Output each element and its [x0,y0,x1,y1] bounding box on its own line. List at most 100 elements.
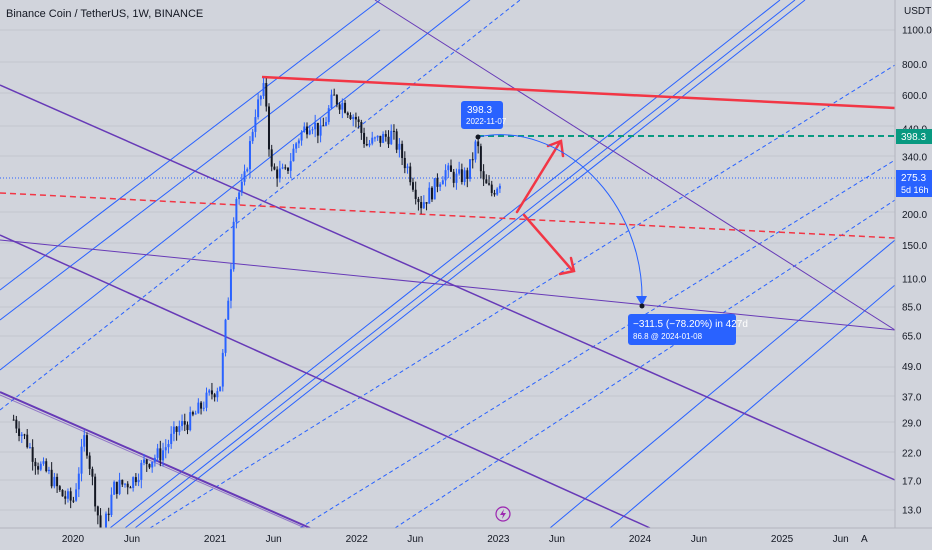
candle-body [20,434,23,437]
blue-line-6 [134,0,806,529]
candle-body [281,167,284,169]
candle-body [270,149,273,167]
purple-line-6 [0,234,651,529]
candle-body [137,479,140,483]
candle-body [202,407,205,409]
candle-body [428,187,431,204]
candle-body [447,165,450,171]
red-path-arrows [515,139,576,276]
candle-body [213,394,216,398]
candle-body [26,434,29,448]
candle-body [363,132,366,145]
candle-body [28,447,31,449]
projection-target: 86.8 @ 2024-01-08 [633,332,703,341]
candle-body [335,95,338,105]
marker-label[interactable]: 398.3 2022-11-07 [461,101,507,129]
candle-body [455,173,458,183]
blue-dash-3 [299,159,896,529]
candle-body [292,148,295,162]
y-tick-label: 29.0 [902,419,922,430]
candle-body [31,447,34,462]
candle-body [365,144,368,146]
candle-body [232,221,235,270]
resistance-line[interactable] [261,75,896,110]
candle-body [243,171,246,182]
candle-body [488,183,491,185]
candle-body [409,166,412,183]
candle-body [354,116,357,120]
candle-body [132,477,135,489]
y-tick-label: 85.0 [902,302,922,313]
candle-body [257,99,260,118]
candle-body [118,479,121,494]
candle-body [325,122,328,126]
candle-body [80,446,83,474]
up-arrow-head [546,139,565,158]
candle-body [498,185,501,189]
candle-body [284,167,287,169]
candle-body [316,122,319,136]
candle-body [490,184,493,193]
candle-body [61,489,64,497]
projection-label[interactable]: −311.5 (−78.20%) in 427d 86.8 @ 2024-01-… [628,314,748,345]
blue-dash-2 [149,64,896,529]
candle-body [306,126,309,135]
candle-body [477,141,480,147]
candle-body [403,157,406,169]
marker-dot [475,134,481,140]
candle-body [175,426,178,432]
x-tick-label: Jun [124,534,140,545]
candle-body [246,169,249,172]
candle-body [471,159,474,161]
candle-body [240,181,243,193]
projection-text: −311.5 (−78.20%) in 427d [633,319,748,330]
blue-line-3 [0,0,471,371]
marker-price: 398.3 [467,105,492,116]
candle-body [496,188,499,195]
candle-body [311,129,314,131]
x-tick-labels: 2020 Jun 2021 Jun 2022 Jun 2023 Jun 2024 Jun 2025 J… [62,534,868,545]
candle-body [248,141,251,170]
candle-body [110,494,113,516]
candle-body [229,269,232,301]
y-tick-label: 800.0 [902,60,927,71]
candle-body [273,166,276,170]
candle-body [276,169,279,179]
candles [12,77,501,540]
y-tick-label: 37.0 [902,392,922,403]
candle-body [344,102,347,113]
candle-body [219,386,222,392]
candle-body [398,143,401,150]
candle-body [189,412,192,431]
time-axis[interactable] [0,528,932,550]
candle-body [156,448,159,458]
candle-body [341,102,344,110]
x-tick-label: Jun [266,534,282,545]
candle-body [303,126,306,133]
candle-body [148,464,151,468]
candle-body [56,476,59,487]
candle-body [463,170,466,182]
down-arrow-head [558,256,576,276]
y-tick-label: 49.0 [902,362,922,373]
candle-body [436,178,439,187]
candle-body [493,192,496,195]
x-tick-label: 2024 [629,534,652,545]
candle-body [183,421,186,425]
price-axis[interactable] [895,0,932,528]
blue-line-5 [124,0,796,529]
candle-body [224,319,227,353]
current-price: 275.3 [901,173,926,184]
projection-arc-head [636,296,647,306]
y-tick-label: 22.0 [902,449,922,460]
event-icon-group[interactable] [495,506,511,522]
candle-body [379,135,382,143]
candle-body [77,473,80,490]
candle-body [469,159,472,179]
candle-body [289,161,292,171]
candle-body [170,433,173,445]
candle-body [308,130,311,135]
projection-arc [477,134,643,305]
candle-body [479,146,482,172]
